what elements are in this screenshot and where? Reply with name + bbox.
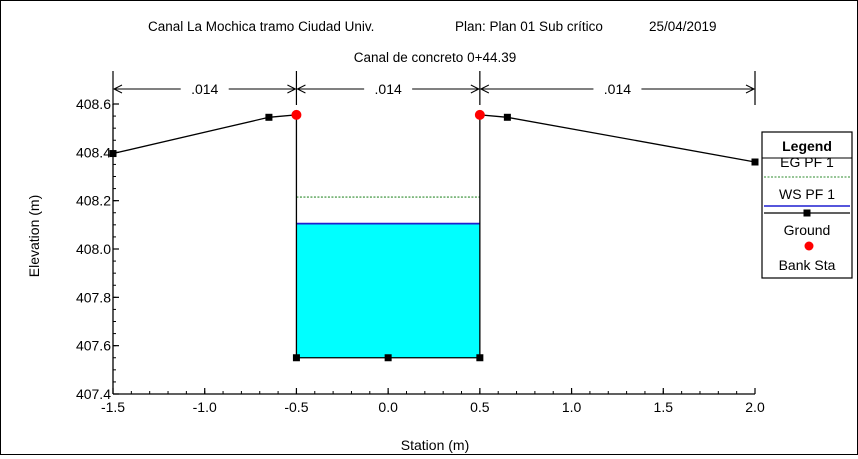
ground-point <box>265 113 273 121</box>
manning-n-label: .014 <box>375 81 402 97</box>
manning-arrow-head <box>745 84 756 94</box>
water-levels <box>296 196 480 225</box>
header-project: Canal La Mochica tramo Ciudad Univ. <box>148 19 374 34</box>
water-fill <box>296 223 480 358</box>
y-tick-label: 407.6 <box>76 338 111 354</box>
bank-station-point <box>474 109 485 120</box>
y-axis-title: Elevation (m) <box>26 195 42 277</box>
manning-n-annotations: .014 .014 .014 <box>112 71 756 105</box>
ground-point <box>292 354 300 362</box>
x-tick-label: -1.0 <box>193 399 217 415</box>
x-tick-label: 1.0 <box>562 399 582 415</box>
ground-point <box>751 158 759 166</box>
manning-arrow-head <box>287 84 297 94</box>
legend-label-ws: WS PF 1 <box>779 186 835 202</box>
legend-swatch-bank <box>804 241 814 251</box>
manning-n-label: .014 <box>191 81 218 97</box>
chart-title: Canal de concreto 0+44.39 <box>354 50 517 65</box>
y-tick-label: 407.4 <box>76 386 111 402</box>
x-tick-label: 1.5 <box>654 399 674 415</box>
x-tick-label: -0.5 <box>284 399 308 415</box>
y-tick-label: 408.4 <box>76 144 111 160</box>
x-tick-label: 2.0 <box>745 399 765 415</box>
x-axis-title: Station (m) <box>401 437 469 453</box>
header-date: 25/04/2019 <box>649 19 717 34</box>
manning-arrow-head <box>296 84 306 94</box>
legend-label-ground: Ground <box>784 222 831 238</box>
axes: -1.5 -1.0 -0.5 0.0 0.5 1.0 1.5 2.0 407.4 407.6 407… <box>76 96 765 415</box>
x-tick-label: 0.0 <box>378 399 398 415</box>
x-tick-label: -1.5 <box>101 399 125 415</box>
manning-arrow-head <box>112 84 123 94</box>
legend-title: Legend <box>782 138 832 154</box>
legend-box <box>761 131 853 279</box>
bank-station-point <box>291 109 302 120</box>
water-area <box>296 223 480 358</box>
x-tick-label: 0.5 <box>470 399 490 415</box>
legend-swatch-ground-marker <box>803 209 811 217</box>
manning-arrow-head <box>479 84 490 94</box>
manning-n-label: .014 <box>604 81 631 97</box>
y-tick-label: 408.6 <box>76 96 111 112</box>
manning-arrow-head <box>470 84 480 94</box>
header-plan: Plan: Plan 01 Sub crítico <box>455 19 603 34</box>
bank-stations <box>291 109 485 120</box>
y-tick-label: 407.8 <box>76 289 111 305</box>
ground-point <box>503 113 511 121</box>
ground-point <box>476 354 484 362</box>
ground-point <box>384 354 392 362</box>
legend-label-eg: EG PF 1 <box>780 154 834 170</box>
legend-label-bank: Bank Sta <box>779 257 836 273</box>
y-tick-label: 408.2 <box>76 193 111 209</box>
legend: Legend EG PF 1 WS PF 1 Ground Bank Sta <box>761 131 853 279</box>
y-tick-label: 408.0 <box>76 241 111 257</box>
